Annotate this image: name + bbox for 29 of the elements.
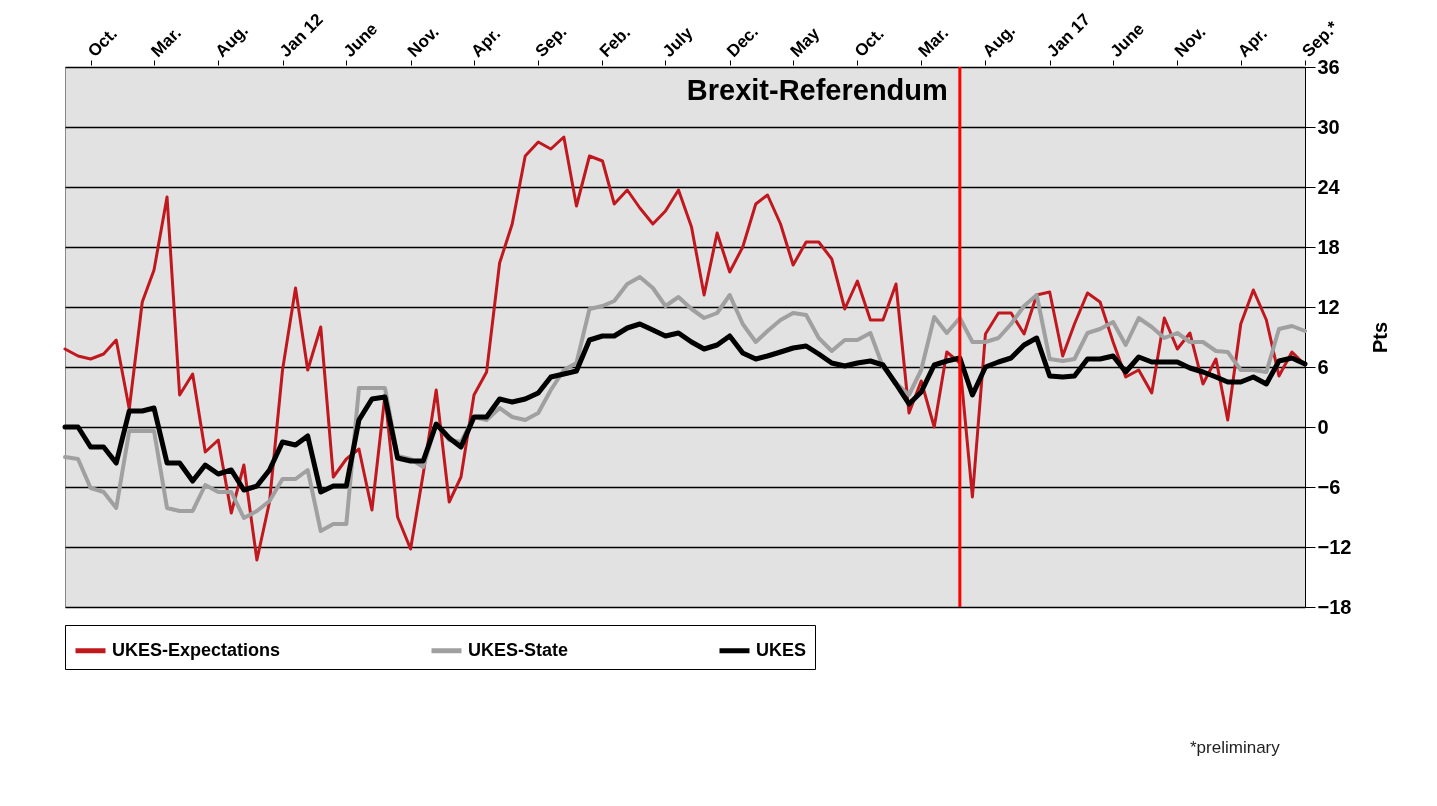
x-tick-label: Apr. (1234, 24, 1271, 61)
x-tick-label: Feb. (595, 22, 635, 61)
text: *preliminary (1190, 738, 1280, 758)
y-tick-label: 0 (1317, 415, 1329, 438)
legend-label: UKES-Expectations (112, 639, 281, 660)
x-tick-label: Nov. (1170, 22, 1210, 61)
y-tick-label: −12 (1317, 535, 1352, 558)
y-axis-title: Pts (1369, 321, 1392, 354)
legend-label: UKES-State (468, 639, 569, 660)
y-tick-label: 30 (1317, 115, 1340, 138)
x-tick-label: Nov. (404, 22, 443, 61)
ref-line-label: Brexit-Referendum (686, 74, 948, 106)
x-tick-label: Mar. (914, 23, 953, 61)
y-tick-label: −18 (1317, 595, 1352, 618)
x-tick-label: Apr. (467, 24, 505, 61)
x-tick-label: Mar. (147, 23, 185, 61)
x-tick-label: Jan 12 (275, 10, 327, 61)
legend-label: UKES (756, 639, 807, 660)
x-tick-label: Sep. (531, 22, 571, 61)
y-tick-label: 18 (1317, 235, 1340, 258)
x-tick-label: Dec. (723, 22, 762, 61)
y-tick-label: 36 (1317, 55, 1340, 78)
x-tick-label: Oct. (850, 24, 888, 61)
y-tick-label: 12 (1317, 295, 1340, 318)
y-tick-label: −6 (1317, 475, 1341, 498)
x-tick-label: Oct. (84, 24, 121, 61)
x-tick-label: Jan 17 (1043, 10, 1094, 61)
y-tick-label: 24 (1317, 175, 1341, 198)
y-tick-label: 6 (1317, 355, 1329, 378)
